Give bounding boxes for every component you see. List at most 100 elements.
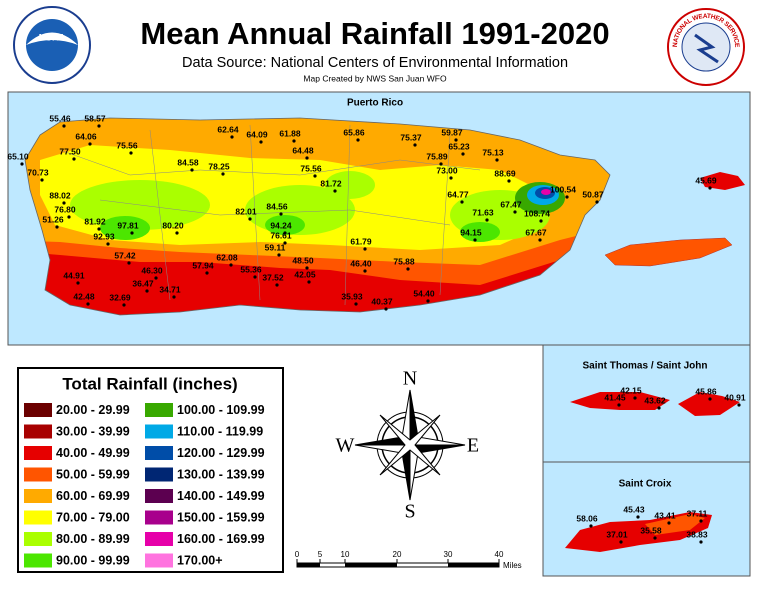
station-value: 108.74 [524, 208, 550, 218]
station-dot [190, 168, 194, 172]
station-dot [449, 176, 453, 180]
station-dot [20, 162, 24, 166]
station-value: 58.06 [576, 513, 598, 523]
station-value: 75.56 [116, 140, 138, 150]
station-dot [708, 397, 712, 401]
legend-swatch [145, 446, 173, 460]
station-dot [699, 540, 703, 544]
station-dot [305, 156, 309, 160]
legend-label: 110.00 - 119.99 [177, 424, 263, 438]
station-dot [589, 524, 593, 528]
station-dot [454, 138, 458, 142]
station-value: 42.48 [73, 291, 95, 301]
station-value: 40.37 [371, 296, 393, 306]
station-dot [305, 266, 309, 270]
station-dot [62, 201, 66, 205]
station-value: 84.56 [266, 201, 288, 211]
vieques [604, 237, 733, 267]
station-value: 44.91 [63, 270, 85, 280]
station-dot [106, 242, 110, 246]
station-value: 57.94 [192, 260, 214, 270]
scale-label: 5 [318, 550, 323, 559]
station-value: 36.47 [132, 278, 154, 288]
station-value: 100.54 [550, 184, 576, 194]
station-dot [292, 139, 296, 143]
station-dot [55, 225, 59, 229]
station-value: 65.10 [7, 151, 29, 161]
legend-label: 50.00 - 59.99 [56, 467, 130, 481]
scale-bar [296, 562, 500, 568]
station-dot [283, 241, 287, 245]
st-thomas-label: Saint Thomas / Saint John [582, 361, 707, 372]
station-dot [413, 143, 417, 147]
legend-label: 90.00 - 99.99 [56, 553, 130, 567]
title: Mean Annual Rainfall 1991-2020 [140, 16, 609, 51]
station-dot [473, 238, 477, 242]
station-value: 64.09 [246, 129, 268, 139]
station-value: 59.87 [441, 127, 463, 137]
station-value: 97.81 [117, 220, 139, 230]
station-dot [145, 289, 149, 293]
legend-swatch [145, 403, 173, 417]
station-value: 61.88 [279, 128, 301, 138]
legend-label: 30.00 - 39.99 [56, 424, 130, 438]
station-value: 65.86 [343, 127, 365, 137]
legend-title: Total Rainfall (inches) [62, 374, 237, 393]
legend-swatch [145, 510, 173, 525]
station-value: 40.91 [724, 392, 746, 402]
station-value: 81.72 [320, 178, 342, 188]
station-dot [175, 231, 179, 235]
legend-swatch [24, 489, 52, 503]
station-dot [356, 138, 360, 142]
station-value: 54.40 [413, 288, 435, 298]
station-value: 34.71 [159, 284, 181, 294]
station-value: 51.26 [42, 214, 64, 224]
station-dot [275, 283, 279, 287]
legend-swatch [24, 532, 52, 546]
station-value: 76.80 [54, 204, 76, 214]
station-value: 62.64 [217, 124, 239, 134]
subtitle: Data Source: National Centers of Environ… [182, 55, 568, 71]
legend-swatch [145, 489, 173, 503]
station-dot [384, 307, 388, 311]
legend-label: 150.00 - 159.99 [177, 510, 265, 524]
station-dot [67, 215, 71, 219]
station-value: 76.61 [270, 230, 292, 240]
scale-label: 20 [393, 550, 402, 559]
station-dot [426, 299, 430, 303]
legend-label: 130.00 - 139.99 [177, 467, 265, 481]
legend-label: 100.00 - 109.99 [177, 403, 265, 417]
station-value: 64.06 [75, 131, 97, 141]
st-thomas [570, 392, 670, 410]
station-value: 37.01 [606, 529, 628, 539]
station-dot [354, 302, 358, 306]
station-value: 59.11 [265, 242, 286, 252]
st-croix-east [645, 514, 705, 535]
station-dot [657, 406, 661, 410]
station-value: 75.56 [300, 163, 322, 173]
station-dot [253, 275, 257, 279]
station-dot [507, 179, 511, 183]
station-dot [538, 238, 542, 242]
compass-e: E [467, 435, 479, 457]
station-dot [461, 152, 465, 156]
station-value: 45.69 [695, 175, 717, 185]
st-john [678, 392, 740, 416]
station-dot [130, 231, 134, 235]
station-dot [619, 540, 623, 544]
station-value: 37.11 [687, 508, 708, 518]
station-value: 32.69 [109, 292, 131, 302]
station-dot [72, 157, 76, 161]
legend-swatch [145, 467, 173, 482]
station-dot [363, 247, 367, 251]
station-value: 64.48 [292, 145, 314, 155]
noaa-text: NOAA [39, 32, 66, 42]
station-value: 55.46 [49, 113, 71, 123]
legend-label: 170.00+ [177, 553, 223, 567]
station-value: 67.67 [525, 227, 547, 237]
pr-label: Puerto Rico [347, 98, 403, 109]
station-value: 58.57 [84, 113, 106, 123]
station-value: 43.62 [644, 395, 666, 405]
station-dot [62, 124, 66, 128]
station-dot [363, 269, 367, 273]
